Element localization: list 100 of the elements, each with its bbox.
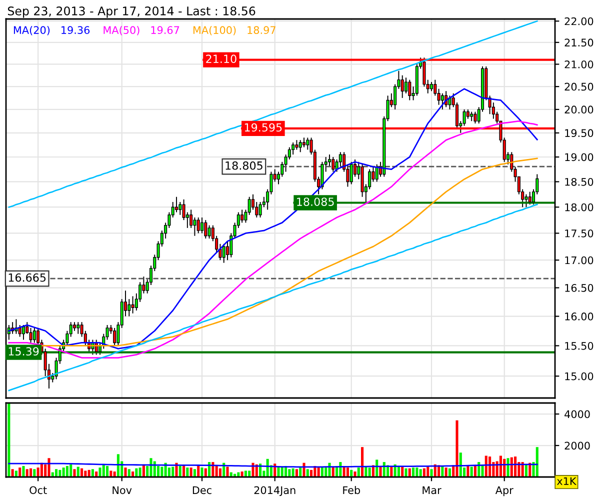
bar (499, 456, 502, 477)
bar (295, 469, 298, 477)
bar (48, 458, 50, 477)
text: MA(20) 19.36 (14, 26, 90, 36)
bar (14, 470, 18, 477)
candlestick (204, 220, 208, 240)
bar (244, 470, 247, 477)
candlestick (338, 152, 342, 168)
bar (66, 466, 68, 477)
bar (506, 458, 510, 477)
candlestick (131, 296, 134, 314)
x-tick-label: Apr (495, 486, 514, 496)
candlestick (128, 298, 131, 317)
candlestick (193, 216, 196, 236)
bar (116, 454, 120, 477)
ref-line-label: 16.665 (8, 273, 46, 282)
bar (193, 469, 196, 477)
bar (84, 470, 87, 477)
candlestick (434, 79, 437, 96)
bar (536, 447, 538, 477)
bar (397, 466, 400, 477)
bar (102, 464, 105, 477)
bar (346, 468, 349, 477)
bar (204, 468, 207, 477)
bar (76, 466, 80, 477)
candlestick (332, 156, 335, 172)
ref-line-label: 15.39 (8, 347, 39, 356)
candlestick (29, 327, 32, 344)
y-tick-label: 16.00 (565, 312, 594, 320)
bar (426, 466, 430, 477)
bar (481, 465, 484, 477)
ref-line-label: 19.595 (244, 123, 282, 132)
candlestick (240, 209, 244, 224)
bar (248, 470, 251, 477)
bar (466, 466, 470, 477)
bar (11, 469, 14, 477)
text: MA(100) 18.97 (193, 26, 276, 36)
bar (310, 470, 313, 477)
candlestick (470, 111, 474, 122)
bar (422, 468, 426, 477)
bar (190, 468, 192, 477)
bar (430, 469, 433, 477)
bar (18, 468, 22, 477)
y-tick-label: 18.50 (565, 178, 594, 186)
bar (306, 469, 309, 477)
x-tick-label: 2014Jan (254, 486, 296, 496)
candlestick (440, 92, 444, 110)
bar (135, 468, 138, 477)
candlestick (400, 74, 404, 98)
bar (488, 456, 492, 477)
bar (299, 468, 302, 477)
bar (459, 452, 462, 477)
y-tick-label: 20.50 (564, 82, 594, 91)
bar (218, 468, 222, 477)
bar (200, 468, 204, 477)
bar (361, 447, 364, 477)
bar (98, 468, 102, 477)
candlestick (196, 216, 200, 234)
y-tick-label: 2000 (564, 442, 590, 450)
bar (8, 403, 10, 477)
bar (58, 470, 62, 477)
bar (157, 466, 160, 477)
bar (88, 470, 90, 477)
y-tick-label: 19.00 (565, 153, 594, 162)
y-tick-label: 18.00 (565, 203, 594, 212)
bar (484, 456, 488, 477)
x-tick-label: Feb (343, 486, 360, 494)
y-tick-label: 21.00 (564, 60, 594, 68)
candlestick (32, 327, 36, 344)
candlestick (113, 327, 116, 346)
candlestick (22, 324, 25, 340)
bar (412, 468, 415, 477)
bar (128, 469, 130, 477)
candlestick (437, 88, 440, 106)
bar (408, 468, 411, 477)
candlestick (200, 216, 204, 234)
bar (444, 468, 448, 477)
bar (456, 420, 458, 477)
x-tick-label: Mar (422, 486, 442, 494)
x-tick-label: Dec (192, 486, 212, 494)
bar (514, 456, 517, 477)
bar (150, 458, 152, 477)
candlestick (306, 137, 310, 150)
ref-line-label: 21.10 (206, 54, 236, 64)
text: x1K (556, 477, 576, 485)
y-tick-label: 4000 (564, 410, 590, 418)
y-tick-label: 15.00 (565, 372, 594, 380)
bar (470, 466, 473, 477)
candlestick (292, 142, 295, 156)
y-tick-label: 17.00 (565, 256, 594, 264)
bar (178, 466, 182, 477)
bar (197, 466, 200, 477)
y-tick-label: 17.50 (565, 229, 594, 238)
y-tick-label: 22.00 (564, 17, 594, 26)
candlestick (408, 79, 412, 101)
candlestick (298, 140, 302, 153)
bar (36, 468, 40, 477)
y-tick-label: 19.50 (565, 129, 594, 138)
bar (91, 469, 94, 477)
bar (73, 469, 76, 477)
